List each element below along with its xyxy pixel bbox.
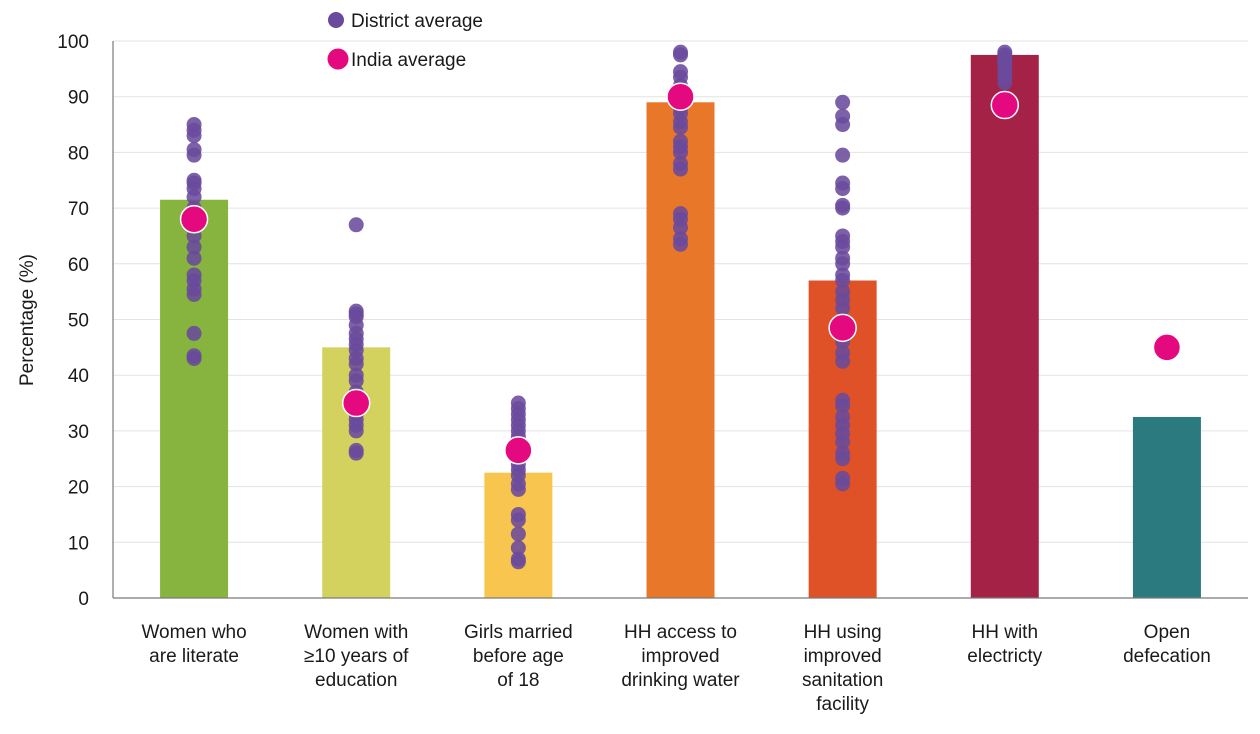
bar: [160, 199, 229, 598]
district-average-point: [186, 250, 202, 266]
india-average-point: [666, 82, 695, 111]
y-tick-label: 60: [68, 255, 89, 276]
district-average-point: [673, 133, 688, 149]
district-average-point: [348, 442, 364, 458]
legend-india-label: India average: [351, 50, 466, 71]
x-category-label: HH using improved sanitation facility: [802, 622, 883, 715]
y-tick-label: 30: [68, 422, 89, 443]
district-average-point: [835, 228, 851, 244]
district-average-point: [348, 217, 364, 233]
legend: District average India average: [327, 11, 483, 71]
y-tick-label: 10: [68, 533, 89, 554]
district-average-point: [997, 44, 1013, 60]
y-tick-label: 20: [68, 478, 89, 499]
district-average-point: [186, 172, 202, 188]
district-average-point: [835, 175, 851, 191]
y-tick-label: 90: [68, 88, 89, 109]
district-average-point: [673, 156, 688, 172]
district-average-points: [186, 44, 1013, 570]
y-tick-label: 80: [68, 143, 89, 164]
district-average-point: [510, 395, 526, 411]
district-average-point: [186, 142, 202, 158]
legend-district-marker: [328, 12, 344, 28]
district-average-point: [835, 284, 851, 300]
district-average-point: [835, 94, 851, 110]
district-average-point: [348, 367, 364, 383]
district-average-point: [835, 409, 851, 425]
district-average-point: [510, 551, 526, 567]
district-average-point: [186, 117, 202, 133]
bar: [646, 102, 715, 599]
district-average-point: [510, 540, 526, 556]
india-average-point: [504, 436, 533, 465]
district-average-point: [835, 267, 851, 283]
y-tick-label: 100: [57, 32, 89, 53]
district-average-point: [835, 250, 851, 266]
x-category-label: Girls married before age of 18: [464, 622, 573, 691]
india-average-points: [179, 82, 1182, 465]
district-average-point: [835, 345, 851, 361]
district-average-point: [186, 325, 202, 341]
india-average-point: [1152, 333, 1182, 362]
district-average-point: [673, 44, 688, 60]
district-average-point: [673, 206, 688, 222]
district-average-point: [835, 470, 851, 486]
district-average-point: [835, 197, 851, 213]
district-average-point: [835, 147, 851, 163]
legend-district-label: District average: [351, 11, 483, 32]
y-tick-label: 40: [68, 366, 89, 387]
y-tick-label: 70: [68, 199, 89, 220]
y-axis-title: Percentage (%): [17, 254, 38, 386]
india-average-point: [179, 204, 209, 234]
bar: [970, 54, 1039, 599]
india-average-point: [341, 388, 371, 418]
district-average-point: [510, 526, 526, 542]
x-category-label: Women who are literate: [141, 622, 246, 667]
district-average-point: [186, 239, 202, 255]
x-category-label: Women with ≥10 years of education: [304, 622, 409, 691]
legend-india-marker: [327, 48, 349, 70]
y-tick-label: 0: [78, 589, 89, 610]
x-category-label: Open defecation: [1123, 622, 1211, 667]
district-average-point: [186, 348, 202, 364]
district-average-point: [673, 64, 688, 80]
axes: [112, 41, 1248, 599]
district-average-point: [835, 392, 851, 408]
y-tick-label: 50: [68, 311, 89, 332]
district-average-point: [510, 506, 526, 522]
labels: 0 10 20 30 40 50 60 70 80 90 100 Women who are liter…: [17, 32, 1211, 715]
district-average-point: [673, 231, 688, 247]
bar: [1132, 416, 1201, 598]
district-average-point: [186, 267, 202, 283]
x-category-label: HH access to improved drinking water: [621, 622, 740, 691]
district-average-point: [835, 108, 851, 124]
bars: [160, 54, 1201, 599]
district-average-point: [835, 445, 851, 461]
india-average-point: [828, 313, 857, 343]
india-average-point: [990, 90, 1020, 120]
x-category-label: HH with electricty: [967, 622, 1042, 667]
district-average-point: [348, 303, 364, 319]
